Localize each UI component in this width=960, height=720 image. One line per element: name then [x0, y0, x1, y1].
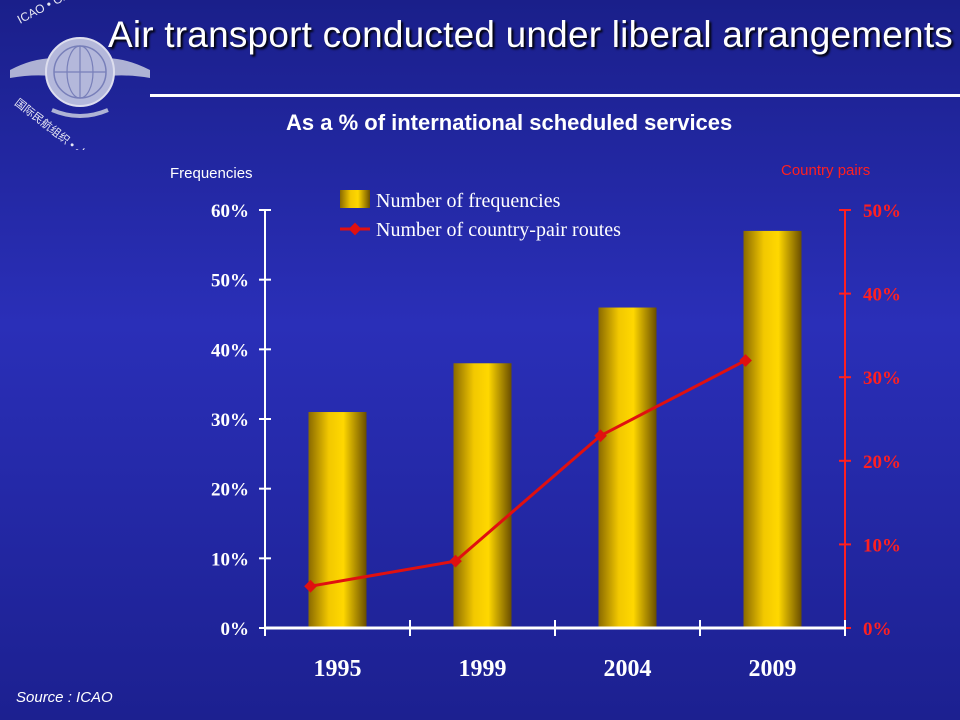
legend: Number of frequencies Number of country-… [340, 190, 621, 241]
source-note: Source : ICAO [16, 689, 113, 706]
bar-2004 [598, 307, 657, 628]
legend-line-marker [348, 222, 362, 236]
left-axis-title: Frequencies [170, 165, 253, 182]
y-tick-left-label: 10% [211, 549, 249, 570]
y-tick-left-label: 40% [211, 340, 249, 361]
y-tick-left-label: 20% [211, 480, 249, 501]
legend-bar-swatch [340, 190, 370, 208]
bar-2009 [743, 230, 802, 628]
page-title: Air transport conducted under liberal ar… [108, 14, 954, 55]
x-tick-label-1999: 1999 [459, 656, 507, 682]
icao-emblem-icon: ICAO • OACI • ИКАО 国际民航组织 • ايكاو [10, 0, 150, 150]
legend-label-country-pairs: Number of country-pair routes [376, 219, 621, 241]
y-tick-left-label: 60% [211, 201, 249, 222]
right-axis-title: Country pairs [781, 162, 871, 179]
y-tick-right-label: 0% [863, 619, 892, 640]
legend-label-frequencies: Number of frequencies [376, 190, 561, 212]
y-tick-left-label: 50% [211, 271, 249, 292]
x-tick-label-2004: 2004 [604, 656, 652, 682]
x-tick-label-2009: 2009 [749, 656, 797, 682]
x-tick-label-1995: 1995 [314, 656, 362, 682]
title-divider [150, 94, 960, 97]
y-tick-right-label: 20% [863, 452, 901, 473]
y-tick-left-label: 30% [211, 410, 249, 431]
y-tick-right-label: 40% [863, 285, 901, 306]
bar-1995 [308, 412, 367, 628]
y-tick-right-label: 30% [863, 368, 901, 389]
y-tick-left-label: 0% [221, 619, 250, 640]
bar-1999 [453, 363, 512, 628]
series-line-country-pairs [310, 359, 747, 588]
y-tick-right-label: 50% [863, 201, 901, 222]
y-tick-right-label: 10% [863, 535, 901, 556]
chart-subtitle: As a % of international scheduled servic… [286, 110, 733, 135]
